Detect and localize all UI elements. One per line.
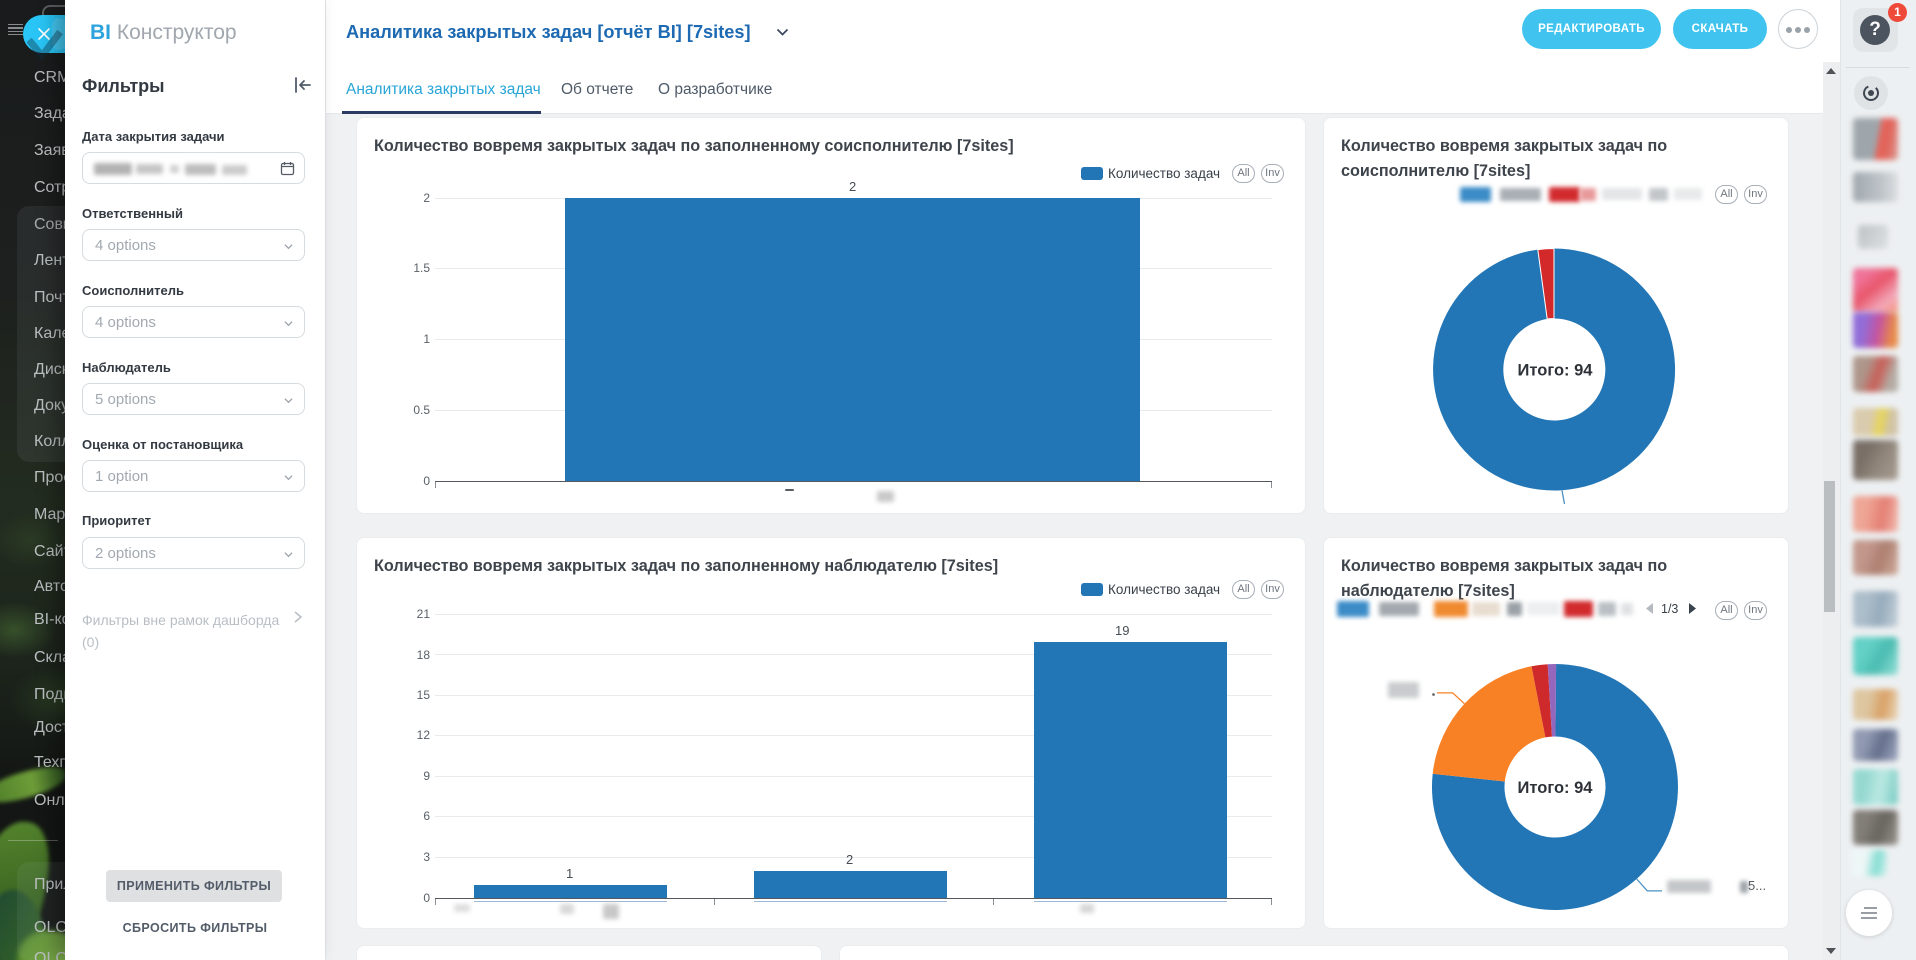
svg-text:Итого: 94: Итого: 94 [1518,779,1594,797]
svg-text:Итого: 94: Итого: 94 [1518,362,1594,380]
